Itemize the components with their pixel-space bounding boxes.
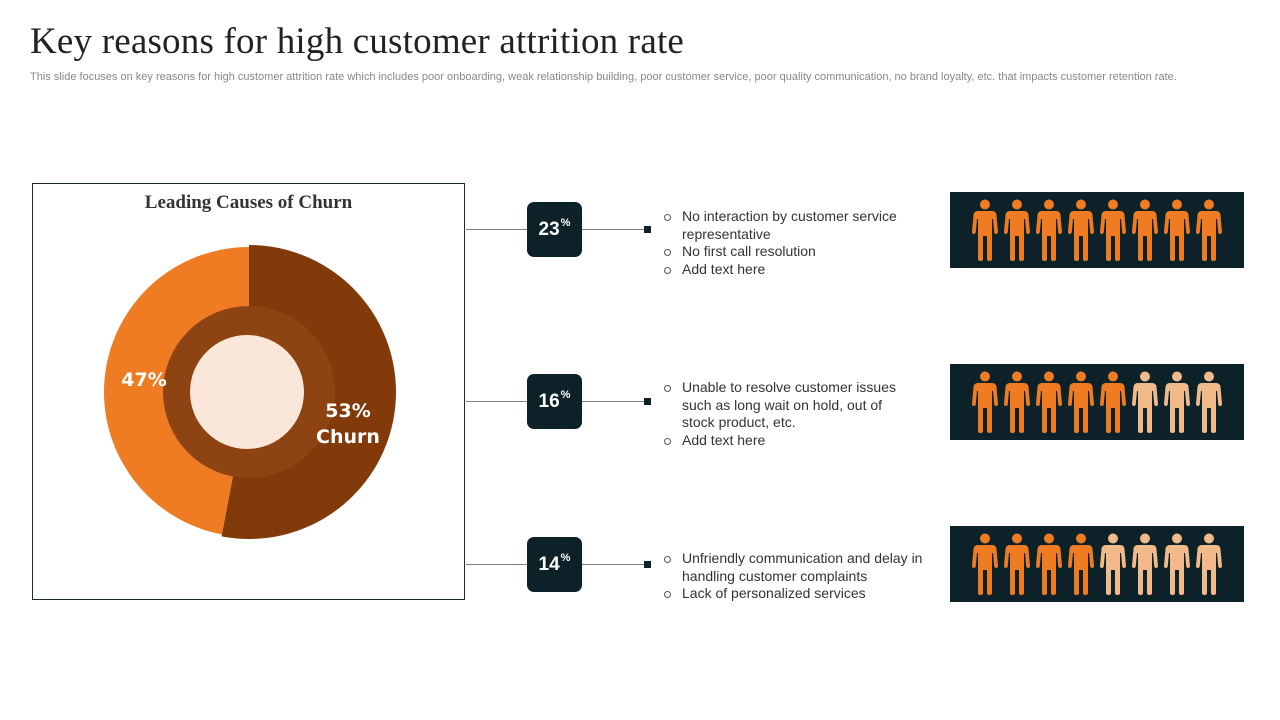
churn-donut-chart: 47% 53% Churn (104, 245, 396, 539)
people-panel-1 (950, 192, 1244, 268)
list-item: No first call resolution (664, 243, 934, 261)
person-icon (1164, 371, 1190, 433)
person-icon (972, 199, 998, 261)
person-icon (1068, 199, 1094, 261)
list-item: Unfriendly communication and delay in ha… (664, 550, 934, 585)
badge-percent-sign: % (560, 388, 571, 401)
people-panel-3 (950, 526, 1244, 602)
reason-list-3: Unfriendly communication and delay in ha… (664, 550, 934, 603)
badge-value: 14 (538, 553, 560, 575)
percent-badge-2: 16% (527, 374, 582, 429)
list-item: Unable to resolve customer issues such a… (664, 379, 914, 432)
list-item: Add text here (664, 261, 934, 279)
person-icon (972, 533, 998, 595)
connector-dot-1 (644, 226, 651, 233)
badge-percent-sign: % (560, 216, 571, 229)
badge-value: 16 (538, 390, 560, 412)
list-item: Add text here (664, 432, 914, 450)
person-icon (1164, 199, 1190, 261)
person-icon (1196, 199, 1222, 261)
people-panel-2 (950, 364, 1244, 440)
person-icon (1036, 533, 1062, 595)
badge-percent-sign: % (560, 551, 571, 564)
person-icon (1100, 533, 1126, 595)
person-icon (1036, 371, 1062, 433)
reason-list-2: Unable to resolve customer issues such a… (664, 379, 914, 449)
person-icon (1132, 199, 1158, 261)
person-icon (1068, 533, 1094, 595)
person-icon (1036, 199, 1062, 261)
page-title: Key reasons for high customer attrition … (30, 21, 685, 62)
person-icon (1100, 199, 1126, 261)
person-icon (1100, 371, 1126, 433)
person-icon (1068, 371, 1094, 433)
person-icon (1164, 533, 1190, 595)
chart-title: Leading Causes of Churn (144, 192, 353, 213)
percent-badge-3: 14% (527, 537, 582, 592)
person-icon (972, 371, 998, 433)
connector-dot-2 (644, 398, 651, 405)
slice-sublabel-churn: Churn (316, 426, 380, 448)
person-icon (1004, 533, 1030, 595)
slice-label-churn: 53% (325, 400, 370, 422)
percent-badge-1: 23% (527, 202, 582, 257)
person-icon (1196, 371, 1222, 433)
donut-hole (190, 335, 304, 449)
slice-label-retained: 47% (121, 369, 166, 391)
churn-chart-panel: Leading Causes of Churn 47% 53% Churn (32, 183, 465, 600)
badge-value: 23 (538, 218, 560, 240)
person-icon (1132, 371, 1158, 433)
reason-list-1: No interaction by customer service repre… (664, 208, 934, 278)
list-item: No interaction by customer service repre… (664, 208, 934, 243)
page-subtitle: This slide focuses on key reasons for hi… (30, 71, 1177, 83)
list-item: Lack of personalized services (664, 585, 934, 603)
person-icon (1132, 533, 1158, 595)
person-icon (1004, 199, 1030, 261)
person-icon (1004, 371, 1030, 433)
connector-dot-3 (644, 561, 651, 568)
person-icon (1196, 533, 1222, 595)
